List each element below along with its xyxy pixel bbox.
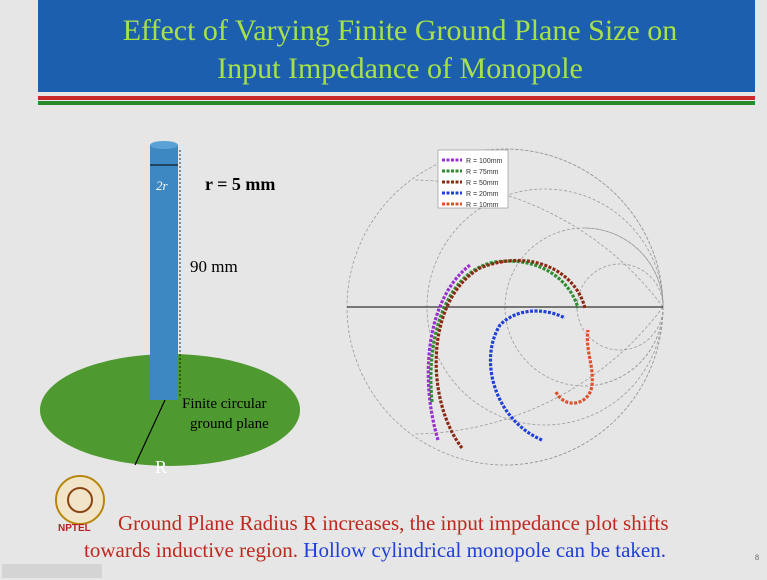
impedance-curve xyxy=(488,309,566,442)
height-label: 90 mm xyxy=(190,257,238,276)
body-red: towards inductive region. xyxy=(84,538,298,562)
ground-radius-label: R xyxy=(155,457,167,477)
monopole-top xyxy=(150,141,178,149)
grid-arc xyxy=(583,227,664,308)
ground-plane xyxy=(40,354,300,466)
body-line: towards inductive region. Hollow cylindr… xyxy=(84,538,666,562)
title-line: Effect of Varying Finite Ground Plane Si… xyxy=(123,14,678,47)
impedance-curve xyxy=(434,258,587,449)
ground-plane-label: Finite circular xyxy=(182,396,267,412)
body-blue: Hollow cylindrical monopole can be taken… xyxy=(303,538,666,562)
logo xyxy=(55,475,105,525)
logo-text: NPTEL xyxy=(58,523,91,534)
divider-red xyxy=(38,96,755,100)
divider-green xyxy=(38,101,755,105)
header-band xyxy=(38,0,755,92)
legend-label: R = 50mm xyxy=(466,180,499,187)
radius-line xyxy=(134,399,166,466)
logo-wheel xyxy=(67,487,93,513)
radius-label: r = 5 mm xyxy=(205,174,275,194)
title-line: Input Impedance of Monopole xyxy=(217,52,583,85)
toolbar[interactable] xyxy=(2,564,102,578)
impedance-curve xyxy=(554,329,594,405)
legend-label: R = 20mm xyxy=(466,191,499,198)
smith-chart: R = 100mm R = 75mm R = 50mm R = 20mm R = 10m… xyxy=(346,148,664,466)
grid-arc xyxy=(583,306,664,387)
legend-label: R = 100mm xyxy=(466,158,503,165)
legend-label: R = 10mm xyxy=(466,202,499,209)
impedance-curve xyxy=(429,259,580,403)
diameter-label: 2r xyxy=(156,178,169,193)
impedance-curve xyxy=(426,263,471,441)
monopole xyxy=(150,145,178,400)
ground-plane-label: ground plane xyxy=(190,416,269,432)
body-line: Ground Plane Radius R increases, the inp… xyxy=(118,511,669,535)
legend-label: R = 75mm xyxy=(466,169,499,176)
legend-box xyxy=(437,149,509,209)
page-number: 8 xyxy=(755,553,759,562)
